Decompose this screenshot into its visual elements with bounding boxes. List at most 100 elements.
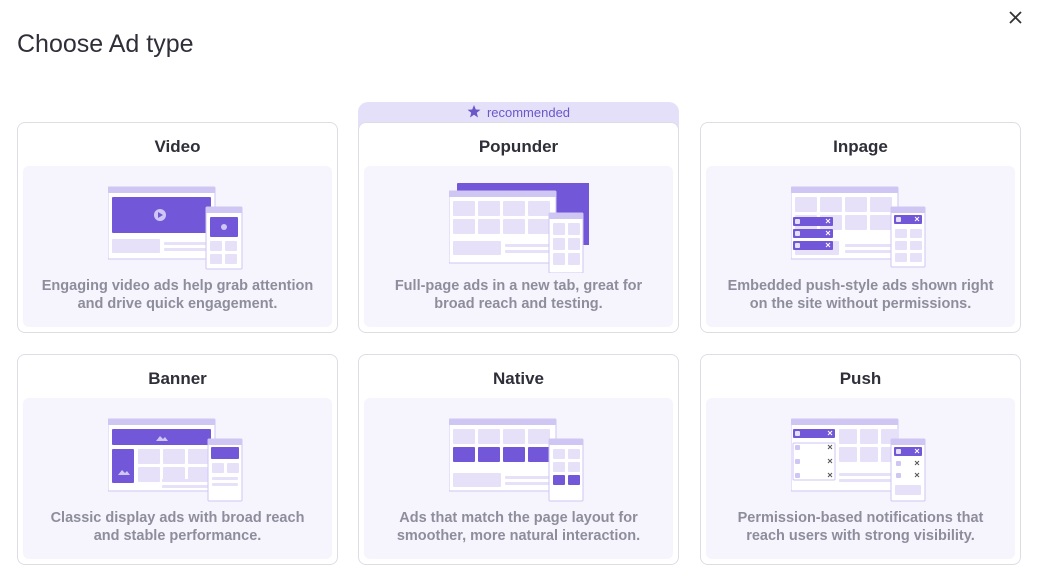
- card-title: Banner: [148, 369, 207, 388]
- illustration-shape: [158, 212, 163, 218]
- card-title: Inpage: [833, 137, 888, 156]
- illustration-shape: [914, 216, 920, 222]
- illustration-shape: [793, 217, 833, 226]
- illustration-shape: [156, 436, 168, 441]
- description-line: reach users with strong visibility.: [746, 528, 975, 544]
- card-description: Embedded push-style ads shown right on th…: [706, 277, 1015, 313]
- star-icon: [467, 105, 481, 118]
- illustration-shape: [839, 447, 857, 462]
- illustration-shape: [112, 429, 211, 445]
- card-panel: Embedded push-style ads shown right on th…: [706, 166, 1015, 327]
- illustration-shape: [568, 223, 580, 235]
- illustration-shape: [549, 439, 583, 445]
- close-button[interactable]: [1006, 8, 1026, 28]
- illustration-shape: [211, 447, 239, 459]
- card-title: Native: [492, 369, 545, 388]
- illustration-shape: [164, 248, 210, 251]
- illustration-shape: [549, 213, 583, 219]
- illustration-shape: [914, 460, 920, 466]
- illustration-shape: [845, 197, 867, 212]
- illustration-shape: [453, 447, 475, 462]
- illustration-shape: [206, 207, 242, 213]
- card-panel: Ads that match the page layout for smooth…: [364, 398, 673, 559]
- description-line: Classic display ads with broad reach: [50, 510, 305, 526]
- ad-type-card[interactable]: Banner Classic display ads with broad re…: [17, 354, 338, 565]
- illustration-shape: [793, 457, 835, 466]
- illustration-shape: [505, 476, 551, 479]
- description-line: Embedded push-style ads shown right: [727, 278, 994, 294]
- illustration-shape: [914, 448, 920, 454]
- illustration-shape: [503, 201, 525, 216]
- illustration-shape: [795, 459, 800, 464]
- description-line: smoother, more natural interaction.: [396, 528, 641, 544]
- illustration-shape: [839, 473, 893, 476]
- illustration-shape: [891, 439, 925, 445]
- illustration-shape: [453, 473, 501, 487]
- illustration-shape: [138, 467, 160, 482]
- illustration: [791, 418, 926, 502]
- illustration-shape: [453, 241, 501, 255]
- ad-type-card[interactable]: Inpage Embedded push-style ads shown rig…: [700, 122, 1021, 333]
- illustration: [449, 183, 589, 273]
- illustration-shape: [453, 201, 475, 216]
- illustration-shape: [792, 442, 836, 481]
- dialog-title: Choose Ad type: [17, 30, 194, 58]
- card-description: Permission-based notifications that reach…: [706, 509, 1015, 545]
- illustration-shape: [212, 463, 224, 473]
- illustration-shape: [827, 458, 833, 464]
- illustration-shape: [208, 439, 242, 445]
- ad-type-card[interactable]: Native Ads that match the page layout fo…: [358, 354, 679, 565]
- illustration-shape: [212, 483, 238, 486]
- illustration-shape: [210, 254, 222, 264]
- ad-type-card[interactable]: Video Engaging video ads help grab atten…: [17, 122, 338, 333]
- illustration-shape: [910, 253, 922, 262]
- illustration-shape: [453, 219, 475, 234]
- illustration: [791, 186, 926, 268]
- illustration-shape: [163, 467, 185, 482]
- illustration-shape: [791, 187, 898, 193]
- illustration-shape: [449, 419, 556, 425]
- illustration-shape: [895, 485, 921, 495]
- illustration-shape: [225, 254, 237, 264]
- illustration-shape: [896, 461, 901, 466]
- illustration-shape: [108, 187, 215, 193]
- illustration-shape: [188, 449, 210, 464]
- illustration-shape: [568, 462, 580, 472]
- illustration-shape: [553, 223, 565, 235]
- card-panel: Full-page ads in a new tab, great for bro…: [364, 166, 673, 327]
- illustration-shape: [793, 229, 833, 238]
- illustration-shape: [795, 197, 817, 212]
- card-description: Ads that match the page layout for smooth…: [364, 509, 673, 545]
- illustration-shape: [791, 419, 898, 425]
- illustration-shape: [895, 241, 907, 250]
- illustration-shape: [505, 250, 551, 253]
- illustration-shape: [860, 429, 878, 444]
- ad-type-card[interactable]: Push Permission-based notifications that…: [700, 354, 1021, 565]
- illustration-shape: [839, 429, 857, 444]
- illustration-shape: [896, 217, 901, 222]
- illustration-shape: [870, 215, 892, 230]
- illustration-shape: [163, 449, 185, 464]
- illustration-shape: [528, 429, 550, 444]
- card-description: Classic display ads with broad reach and …: [23, 509, 332, 545]
- ad-type-card[interactable]: Popunder Full-page ads in a new tab, gre…: [358, 122, 679, 333]
- illustration-shape: [553, 238, 565, 250]
- card-panel: Engaging video ads help grab attention an…: [23, 166, 332, 327]
- illustration-shape: [112, 239, 160, 253]
- illustration-shape: [478, 219, 500, 234]
- close-icon: [1009, 11, 1022, 24]
- card-title: Video: [154, 137, 201, 156]
- illustration-shape: [225, 241, 237, 251]
- illustration-shape: [845, 250, 893, 253]
- card-description: Full-page ads in a new tab, great for bro…: [364, 277, 673, 313]
- illustration-shape: [478, 201, 500, 216]
- star: [467, 105, 481, 118]
- illustration-shape: [568, 449, 580, 459]
- illustration-shape: [188, 467, 210, 482]
- illustration-shape: [553, 475, 565, 485]
- description-line: broad reach and testing.: [434, 296, 603, 312]
- illustration-shape: [503, 219, 525, 234]
- illustration-shape: [108, 419, 215, 425]
- illustration-shape: [827, 444, 833, 450]
